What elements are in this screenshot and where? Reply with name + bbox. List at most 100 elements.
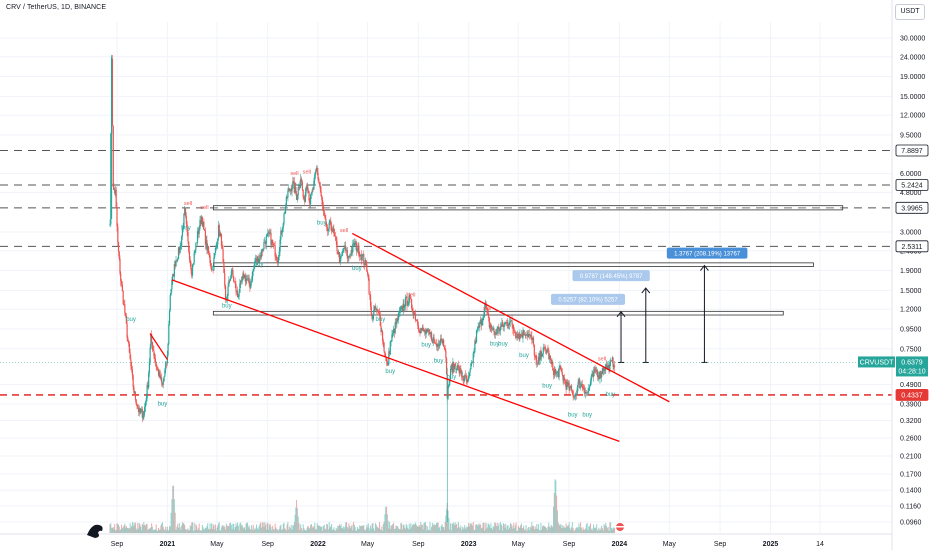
candle-body [432, 337, 434, 343]
candle-body [349, 255, 351, 258]
candle-body [438, 345, 440, 347]
volume-bar [482, 522, 484, 533]
volume-bar [338, 524, 340, 533]
candle-body [280, 230, 282, 240]
candle-body [197, 231, 199, 234]
sell-signal-label: sell [598, 356, 606, 362]
volume-bar [205, 528, 207, 533]
candle-body [215, 244, 217, 248]
volume-bar [452, 524, 454, 533]
volume-bar [545, 527, 547, 533]
candle-body [408, 294, 410, 303]
volume-bar [298, 523, 300, 533]
candle-body [391, 334, 393, 342]
volume-bar [250, 529, 252, 533]
candle-body [326, 227, 329, 232]
candle-body [300, 178, 303, 182]
candle-body [341, 251, 344, 255]
candle-body [397, 312, 400, 320]
volume-bar [281, 529, 283, 533]
candle-body [127, 337, 129, 341]
candle-body [567, 382, 569, 385]
volume-bar [593, 524, 595, 533]
candle-body [414, 313, 417, 321]
volume-bar [248, 525, 250, 533]
volume-bar [305, 530, 307, 533]
candle-body [139, 408, 141, 413]
buy-signal-label: buy [447, 374, 457, 380]
candle-body [217, 225, 220, 239]
y-tick-label: 0.3200 [900, 418, 922, 425]
volume-bar [168, 530, 170, 533]
volume-bar [489, 527, 491, 533]
buy-signal-label: buy [421, 342, 431, 348]
buy-signal-label: buy [385, 369, 395, 375]
volume-bar [179, 527, 181, 533]
volume-bar [359, 525, 361, 533]
volume-bar [417, 525, 419, 533]
volume-bar [253, 530, 255, 533]
candle-body [282, 223, 284, 229]
volume-bar [541, 526, 543, 533]
candle-body [359, 255, 361, 257]
candle-body [191, 264, 194, 276]
candle-body [146, 384, 148, 399]
candle-body [302, 189, 304, 198]
volume-bar [153, 529, 155, 533]
volume-bar [185, 529, 187, 533]
volume-bar [597, 530, 599, 533]
volume-bar [399, 529, 401, 533]
candle-body [378, 311, 380, 313]
volume-bar [411, 527, 413, 533]
candle-body [468, 372, 470, 377]
candle-body [607, 365, 609, 367]
levels-layer [0, 150, 892, 396]
candle-body [145, 398, 147, 402]
volume-bar [145, 524, 147, 533]
volume-bar [125, 526, 127, 533]
currency-button[interactable]: USDT [895, 4, 925, 20]
candle-body [397, 318, 399, 320]
volume-bar [476, 525, 478, 533]
volume-bar [440, 530, 442, 533]
volume-bar [563, 525, 565, 533]
volume-bar [473, 530, 475, 533]
candle-body [331, 231, 333, 232]
candle-body [171, 279, 173, 290]
candle-body [173, 264, 175, 277]
volume-bar [350, 526, 352, 533]
candle-body [208, 253, 210, 256]
candle-body [564, 380, 566, 384]
volume-bar [570, 527, 572, 533]
volume-bar [483, 530, 485, 533]
candle-body [143, 412, 145, 416]
x-tick-label: Sep [111, 541, 124, 548]
candle-body [475, 340, 477, 343]
volume-bar [296, 508, 298, 533]
candle-body [395, 322, 397, 324]
volume-bar [352, 530, 354, 533]
candle-body [480, 319, 482, 322]
volume-bar [498, 523, 500, 533]
volume-bar [512, 528, 514, 533]
volume-bar [493, 527, 495, 533]
volume-bar [418, 525, 420, 533]
candle-body [232, 269, 234, 277]
candle-body [281, 230, 283, 233]
candle-body [214, 253, 216, 258]
buy-signal-label: buy [222, 303, 232, 309]
candle-body [296, 195, 298, 200]
candle-body [403, 303, 405, 308]
candle-body [372, 315, 374, 319]
volume-bar [183, 523, 185, 533]
volume-bar [459, 528, 461, 533]
volume-bar [382, 523, 384, 533]
volume-bar [345, 522, 347, 533]
buy-signal-label: buy [126, 317, 136, 323]
volume-bar [446, 509, 448, 533]
price-level-label: 7.8897 [901, 148, 923, 155]
candle-body [168, 310, 171, 325]
volume-bar [609, 522, 611, 533]
